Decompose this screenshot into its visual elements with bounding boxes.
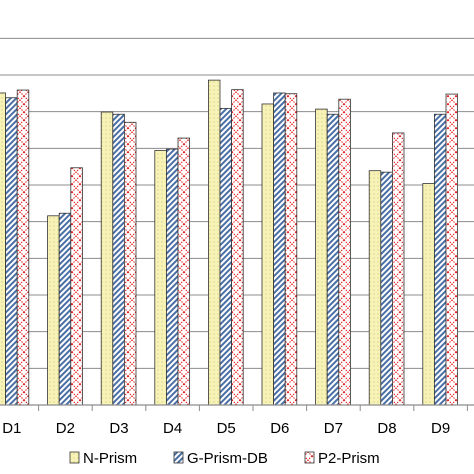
bar-p2-prism-d5: [231, 89, 244, 406]
x-tick-label: D1: [2, 420, 21, 437]
legend-swatch-p2-prism: [304, 451, 315, 464]
bar-g-prism-db-d4: [165, 148, 179, 406]
bar-p2-prism-d2: [70, 167, 83, 406]
bar-g-prism-db-d6: [273, 92, 286, 406]
bar-p2-prism-d3: [124, 121, 137, 406]
bar-g-prism-db-d3: [112, 113, 125, 406]
bar-n-prism-d1: [0, 92, 7, 406]
x-tick-label: D9: [431, 420, 450, 437]
bar-p2-prism-d8: [391, 132, 405, 406]
bar-p2-prism-d9: [445, 93, 459, 406]
x-tick-label: D5: [217, 420, 236, 437]
bar-g-prism-db-d2: [58, 212, 72, 406]
bar-g-prism-db-d5: [219, 107, 233, 406]
legend-swatch-n-prism: [69, 451, 80, 464]
legend-label-p2-prism: P2-Prism: [318, 450, 380, 467]
bar-p2-prism-d4: [177, 137, 191, 406]
bar-n-prism-d6: [261, 103, 275, 406]
x-tick-label: D6: [270, 420, 289, 437]
bar-p2-prism-d7: [338, 98, 351, 406]
bar-n-prism-d8: [368, 170, 382, 406]
bar-n-prism-d2: [47, 215, 60, 406]
x-tick-label: D4: [163, 420, 182, 437]
bars: [0, 79, 459, 406]
x-tick-label: D3: [109, 420, 128, 437]
bar-g-prism-db-d1: [5, 97, 18, 406]
bar-n-prism-d5: [207, 79, 221, 406]
x-tick-label: D7: [324, 420, 343, 437]
bar-n-prism-d7: [315, 108, 328, 406]
legend-swatch-g-prism-db: [173, 451, 184, 464]
bar-p2-prism-d1: [16, 89, 30, 406]
x-tick-label: D8: [377, 420, 396, 437]
bar-n-prism-d3: [100, 111, 114, 406]
x-axis: D1D2D3D4D5D6D7D8D9D10: [0, 404, 474, 437]
bar-p2-prism-d6: [284, 93, 298, 406]
bar-g-prism-db-d7: [326, 113, 340, 406]
bar-n-prism-d9: [422, 183, 435, 406]
x-tick-label: D2: [56, 420, 75, 437]
legend-label-n-prism: N-Prism: [83, 450, 137, 467]
bar-g-prism-db-d9: [433, 113, 447, 406]
bar-n-prism-d4: [154, 150, 167, 406]
legend-label-g-prism-db: G-Prism-DB: [187, 450, 268, 467]
legend: N-Prism G-Prism-DB P2-Prism: [69, 450, 380, 467]
bar-g-prism-db-d8: [380, 171, 393, 406]
